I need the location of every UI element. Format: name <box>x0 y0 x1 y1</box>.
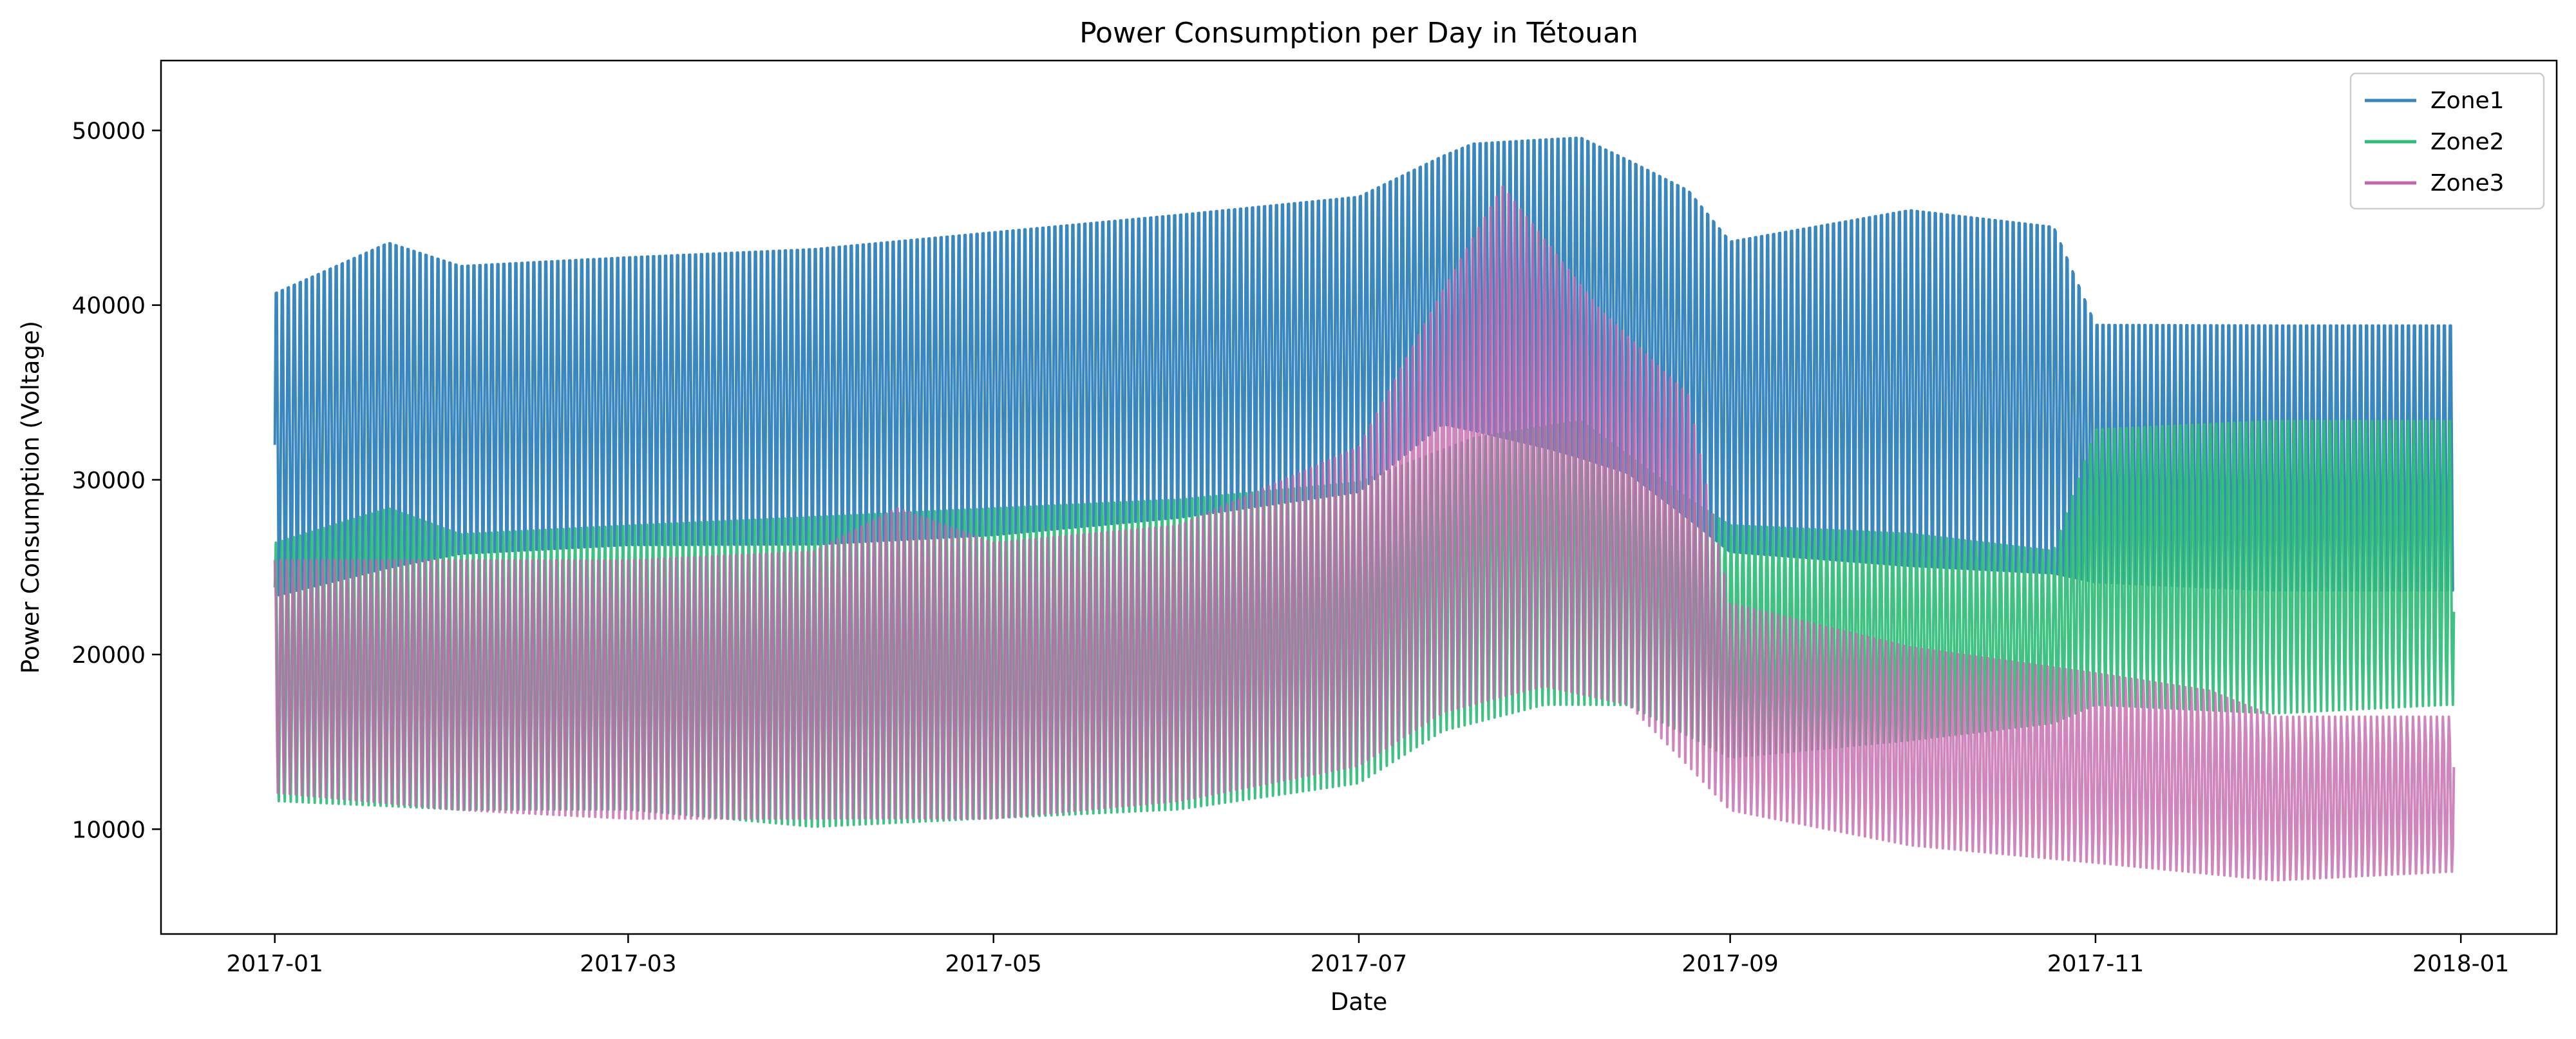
y-tick-label: 40000 <box>71 293 146 319</box>
legend-label-zone2: Zone2 <box>2430 129 2505 155</box>
x-axis-title: Date <box>1331 988 1387 1016</box>
chart-title: Power Consumption per Day in Tétouan <box>1079 17 1638 50</box>
y-tick-label: 50000 <box>71 118 146 144</box>
x-axis: 2017-01 2017-03 2017-05 2017-07 2017-09 2017-… <box>226 934 2509 977</box>
x-tick-label: 2017-03 <box>580 951 676 977</box>
x-tick-label: 2018-01 <box>2412 951 2509 977</box>
y-tick-label: 30000 <box>71 468 146 494</box>
legend-label-zone3: Zone3 <box>2430 170 2505 196</box>
y-axis-title: Power Consumption (Voltage) <box>17 321 44 674</box>
legend-box <box>2349 72 2545 210</box>
x-tick-label: 2017-11 <box>2047 951 2144 977</box>
series-layer <box>273 137 2456 882</box>
x-tick-label: 2017-07 <box>1311 951 1407 977</box>
legend-label-zone1: Zone1 <box>2430 88 2505 114</box>
y-tick-label: 20000 <box>71 642 146 669</box>
series-line-zone1 <box>273 137 2454 596</box>
y-tick-label: 10000 <box>71 817 146 843</box>
x-tick-label: 2017-05 <box>945 951 1041 977</box>
y-axis: 10000 20000 30000 40000 50000 <box>71 118 161 843</box>
x-tick-label: 2017-09 <box>1681 951 1778 977</box>
legend: Zone1 Zone2 Zone3 <box>2349 72 2545 210</box>
x-tick-label: 2017-01 <box>226 951 323 977</box>
series-line-zone3 <box>273 185 2456 882</box>
